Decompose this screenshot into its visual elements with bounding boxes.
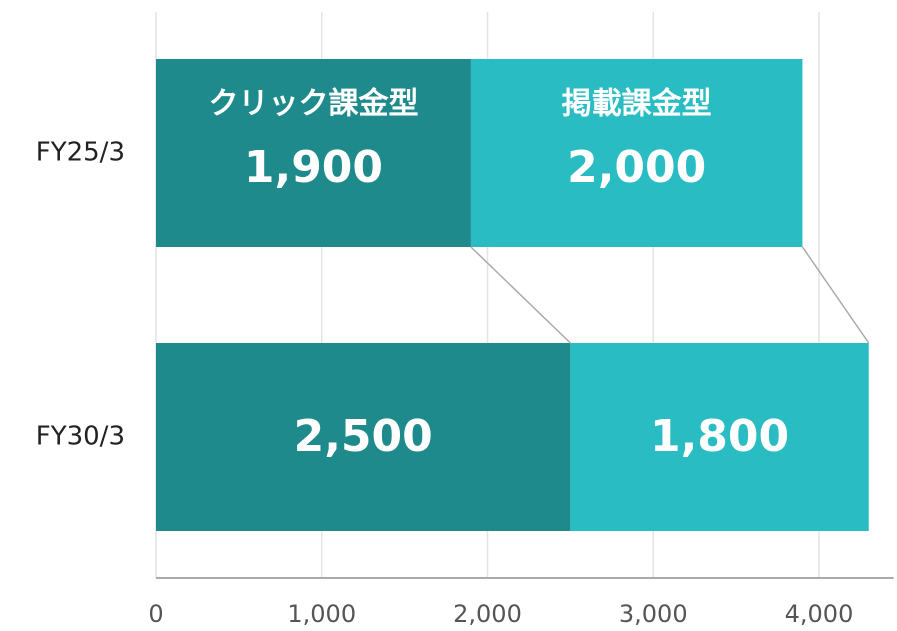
x-tick-label: 2,000	[453, 600, 522, 628]
category-label: FY25/3	[36, 138, 125, 168]
connector	[470, 246, 571, 344]
category-label: FY30/3	[36, 422, 125, 452]
series-name: クリック課金型	[208, 87, 418, 122]
value-label: 2,000	[567, 142, 706, 193]
x-tick-label: 0	[148, 600, 163, 628]
x-tick-label: 3,000	[619, 600, 688, 628]
x-tick-label: 1,000	[287, 600, 356, 628]
bar-segment	[570, 343, 869, 531]
connector	[801, 246, 870, 344]
bar-segment	[470, 59, 803, 247]
series-name: 掲載課金型	[562, 87, 712, 122]
value-label: 2,500	[294, 411, 433, 462]
value-label: 1,900	[244, 142, 383, 193]
x-tick-label: 4,000	[785, 600, 854, 628]
value-label: 1,800	[650, 411, 789, 462]
bar-segment	[156, 59, 471, 247]
bar-segment	[156, 343, 571, 531]
